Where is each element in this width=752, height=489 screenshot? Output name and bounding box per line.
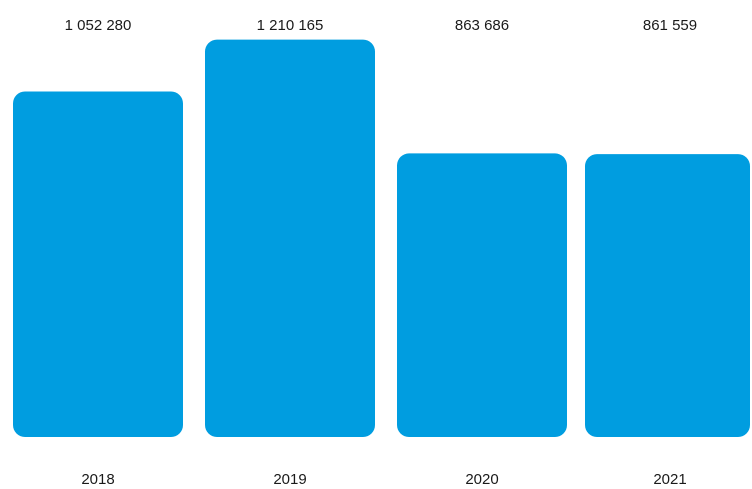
bar-2021	[585, 154, 750, 437]
category-label-2020: 2020	[465, 471, 498, 488]
bar-2018	[13, 91, 183, 438]
value-label-2019: 1 210 165	[257, 17, 324, 34]
value-labels-group: 1 052 280 1 210 165 863 686 861 559	[65, 17, 697, 34]
value-label-2020: 863 686	[455, 17, 509, 34]
value-label-2021: 861 559	[643, 17, 697, 34]
bar-2020	[397, 153, 567, 438]
category-label-2021: 2021	[653, 471, 686, 488]
value-label-2018: 1 052 280	[65, 17, 132, 34]
bars-group	[13, 39, 750, 438]
category-label-2018: 2018	[81, 471, 114, 488]
category-label-2019: 2019	[273, 471, 306, 488]
category-labels-group: 2018 2019 2020 2021	[81, 471, 686, 488]
bar-2019	[205, 39, 375, 438]
